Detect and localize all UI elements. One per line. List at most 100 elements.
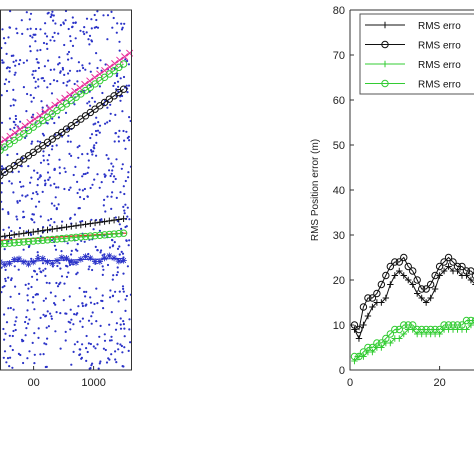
clutter-point xyxy=(114,216,117,219)
clutter-point xyxy=(72,350,75,353)
track-marker xyxy=(58,224,65,231)
clutter-point xyxy=(66,242,69,245)
clutter-point xyxy=(5,52,8,56)
clutter-point xyxy=(18,63,21,66)
track-marker xyxy=(53,235,61,243)
clutter-point xyxy=(95,141,98,144)
clutter-point xyxy=(123,335,126,338)
clutter-point xyxy=(36,49,39,52)
y-tick-label: 10 xyxy=(333,320,345,332)
clutter-point xyxy=(14,123,17,126)
clutter-point xyxy=(95,287,98,290)
clutter-point xyxy=(43,65,47,68)
clutter-point xyxy=(86,102,89,105)
clutter-point xyxy=(19,180,22,184)
clutter-point xyxy=(34,40,37,43)
clutter-point xyxy=(124,58,127,61)
series-point xyxy=(436,272,443,279)
clutter-point xyxy=(9,295,12,298)
clutter-point xyxy=(101,265,104,268)
clutter-point xyxy=(101,91,104,95)
clutter-point xyxy=(126,265,129,268)
clutter-point xyxy=(0,165,4,168)
clutter-point xyxy=(82,66,85,70)
clutter-point xyxy=(52,79,56,82)
clutter-point xyxy=(119,191,122,194)
clutter-point xyxy=(118,49,121,52)
clutter-point xyxy=(13,265,16,268)
clutter-point xyxy=(93,178,96,181)
track-marker xyxy=(39,255,46,262)
clutter-point xyxy=(62,81,65,85)
clutter-point xyxy=(31,192,35,195)
clutter-point xyxy=(43,179,47,182)
clutter-point xyxy=(36,278,39,281)
clutter-point xyxy=(112,84,115,87)
legend-entry-2: RMS erro xyxy=(365,41,461,52)
clutter-point xyxy=(78,188,81,191)
clutter-point xyxy=(1,61,4,64)
clutter-point xyxy=(20,19,23,22)
series-point xyxy=(413,325,421,334)
legend-label: RMS erro xyxy=(418,80,461,91)
clutter-point xyxy=(75,313,78,316)
track-marker xyxy=(48,235,56,244)
clutter-point xyxy=(96,173,99,176)
clutter-point xyxy=(109,174,112,178)
clutter-point xyxy=(118,245,121,248)
clutter-point xyxy=(78,287,81,290)
clutter-point xyxy=(71,26,74,29)
clutter-point xyxy=(114,132,117,135)
clutter-point xyxy=(30,257,33,260)
clutter-point xyxy=(26,92,29,96)
clutter-point xyxy=(27,165,30,168)
clutter-point xyxy=(7,276,10,279)
clutter-point xyxy=(116,266,119,269)
clutter-point xyxy=(18,199,21,202)
clutter-point xyxy=(2,327,5,331)
clutter-point xyxy=(67,72,70,75)
clutter-point xyxy=(106,106,109,109)
clutter-point xyxy=(8,180,11,183)
clutter-point xyxy=(15,215,18,218)
clutter-point xyxy=(89,136,92,140)
series-point xyxy=(449,321,457,329)
clutter-point xyxy=(35,273,39,276)
clutter-point xyxy=(35,190,38,194)
clutter-point xyxy=(111,191,114,194)
clutter-point xyxy=(79,320,82,323)
clutter-point xyxy=(54,248,58,251)
clutter-point xyxy=(10,278,13,282)
clutter-point xyxy=(85,303,88,306)
series-point xyxy=(458,321,466,329)
clutter-point xyxy=(91,183,94,186)
track-marker xyxy=(111,60,119,68)
clutter-point xyxy=(35,27,38,31)
track-marker xyxy=(62,234,71,242)
clutter-point xyxy=(40,100,43,103)
series-point xyxy=(400,272,407,279)
clutter-point xyxy=(47,178,50,181)
clutter-point xyxy=(91,268,94,272)
track-marker xyxy=(86,232,95,240)
clutter-point xyxy=(7,36,10,39)
x-tick-label: 0 xyxy=(347,377,353,389)
series-point xyxy=(360,321,367,329)
clutter-point xyxy=(82,197,86,201)
clutter-point xyxy=(12,60,15,64)
track-marker xyxy=(1,261,8,268)
clutter-point xyxy=(57,186,60,189)
clutter-point xyxy=(77,156,80,159)
clutter-point xyxy=(49,184,52,187)
clutter-point xyxy=(102,14,105,17)
clutter-point xyxy=(33,221,36,224)
track-marker xyxy=(96,231,104,239)
clutter-point xyxy=(87,159,90,162)
clutter-point xyxy=(87,38,90,41)
clutter-point xyxy=(33,332,36,335)
clutter-point xyxy=(4,268,7,271)
clutter-point xyxy=(122,290,125,293)
clutter-point xyxy=(94,245,97,248)
clutter-point xyxy=(42,313,45,316)
clutter-point xyxy=(14,64,17,67)
